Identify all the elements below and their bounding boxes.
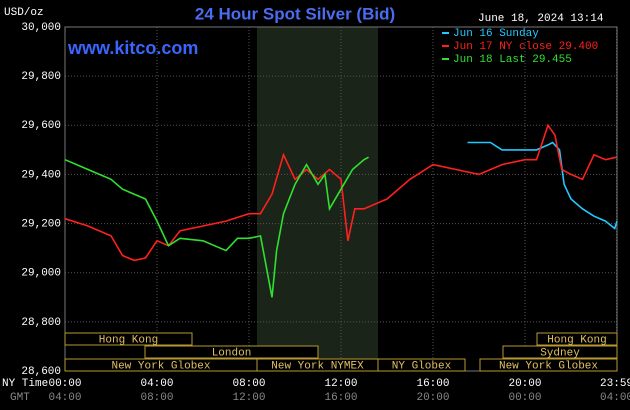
x-tick-label: 08:00 <box>232 378 265 390</box>
series-line <box>64 156 369 298</box>
session-label: London <box>212 347 252 359</box>
legend-label: Jun 18 Last 29.455 <box>453 54 572 66</box>
gmt-tick-label: 12:00 <box>232 392 265 404</box>
gmt-tick-label: 04:00 <box>600 392 630 404</box>
session-box <box>144 345 319 359</box>
gmt-label: GMT <box>10 392 30 404</box>
session-label: New York Globex <box>111 360 210 372</box>
x-tick-label: 16:00 <box>416 378 449 390</box>
y-tick-label: 29,600 <box>21 120 61 132</box>
x-tick-label: 04:00 <box>140 378 173 390</box>
chart-title: 24 Hour Spot Silver (Bid) <box>195 4 395 23</box>
series-line <box>64 123 617 262</box>
gmt-tick-label: 00:00 <box>508 392 541 404</box>
session-box <box>502 345 618 359</box>
x-tick-label: 12:00 <box>324 378 357 390</box>
session-label: Hong Kong <box>547 334 606 346</box>
watermark: www.kitco.com <box>67 38 198 58</box>
legend-label: Jun 17 NY close 29.400 <box>453 41 598 53</box>
x-tick-label: 23:59 <box>600 378 630 390</box>
nymex-shade <box>257 27 378 371</box>
session-box <box>536 332 618 346</box>
timestamp: June 18, 2024 13:14 <box>478 13 604 25</box>
y-tick-label: 29,800 <box>21 71 61 83</box>
gmt-tick-label: 04:00 <box>48 392 81 404</box>
y-unit: USD/oz <box>4 7 44 19</box>
session-label: New York Globex <box>499 360 598 372</box>
series-line <box>467 141 618 230</box>
session-label: NY Globex <box>392 360 452 372</box>
session-label: New York NYMEX <box>271 360 364 372</box>
y-tick-label: 28,600 <box>21 366 61 378</box>
session-box <box>479 358 618 372</box>
y-tick-label: 28,800 <box>21 317 61 329</box>
ny-time-label: NY Time <box>2 378 48 390</box>
session-box <box>377 358 466 372</box>
x-tick-label: 00:00 <box>48 378 81 390</box>
x-tick-label: 20:00 <box>508 378 541 390</box>
gmt-tick-label: 20:00 <box>416 392 449 404</box>
legend-label: Jun 16 Sunday <box>453 28 539 40</box>
session-label: Sydney <box>540 347 580 359</box>
y-tick-label: 29,200 <box>21 218 61 230</box>
gmt-tick-label: 08:00 <box>140 392 173 404</box>
y-tick-label: 29,400 <box>21 169 61 181</box>
y-tick-label: 29,000 <box>21 268 61 280</box>
y-tick-label: 30,000 <box>21 22 61 34</box>
gmt-tick-label: 16:00 <box>324 392 357 404</box>
session-box <box>64 332 193 346</box>
session-label: Hong Kong <box>99 334 158 346</box>
